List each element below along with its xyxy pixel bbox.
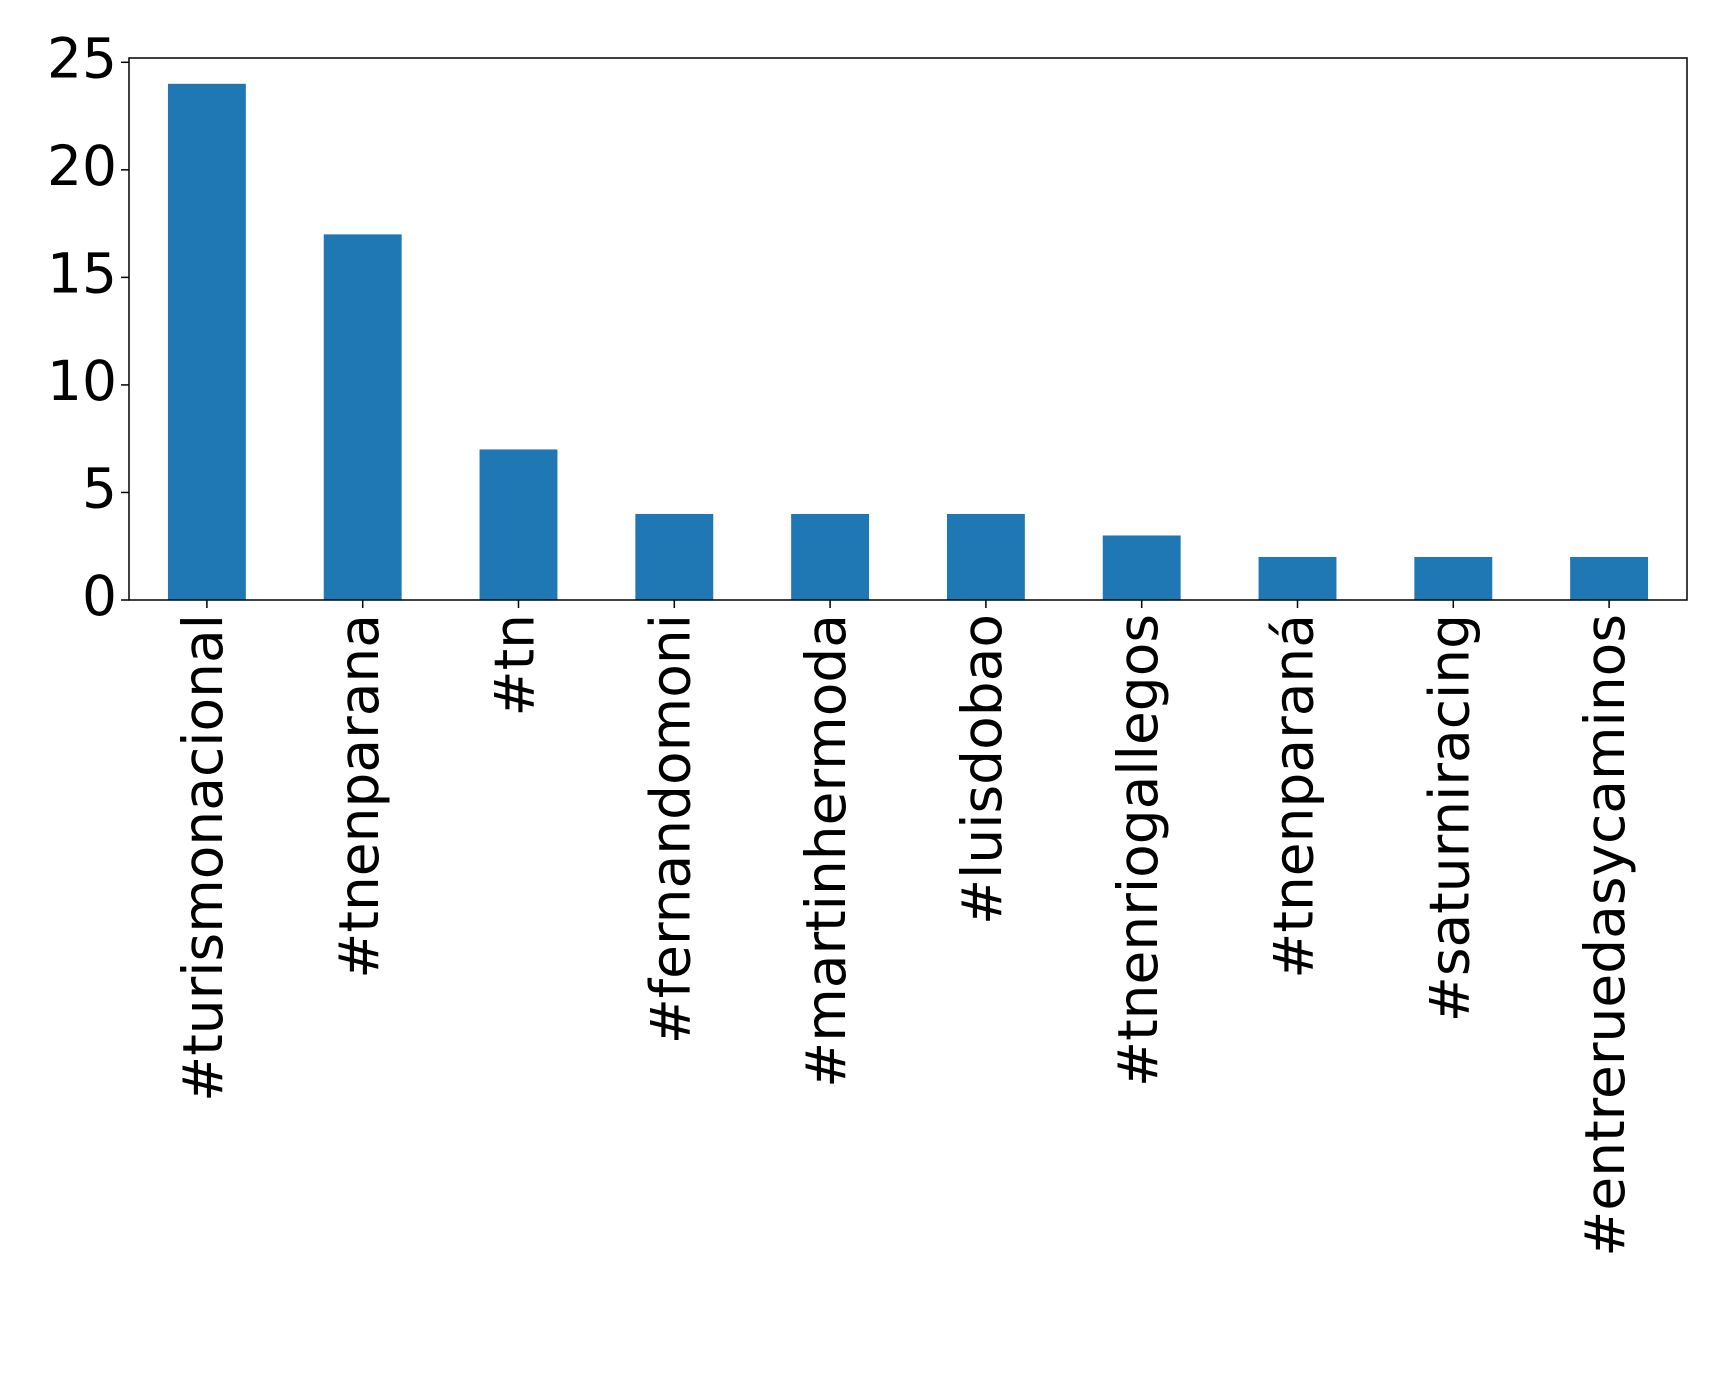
- bar: [323, 234, 402, 600]
- x-tick-label: #tnenparana: [327, 614, 391, 979]
- x-tick-label: #tnenriogallegos: [1106, 614, 1170, 1087]
- y-tick-label: 5: [82, 457, 117, 521]
- x-tick-label: #entreruedasycaminos: [1573, 614, 1637, 1257]
- bar: [479, 449, 558, 600]
- bar: [1414, 556, 1493, 600]
- y-tick-label: 20: [47, 134, 117, 198]
- bar: [635, 513, 714, 600]
- x-tick-label: #fernandomoni: [638, 614, 702, 1044]
- y-tick-label: 0: [82, 564, 117, 628]
- plot-frame: [128, 57, 1688, 601]
- bar: [1570, 556, 1649, 600]
- y-tick-label: 15: [47, 242, 117, 306]
- bar: [167, 83, 246, 601]
- bar: [791, 513, 870, 600]
- bar: [946, 513, 1025, 600]
- x-tick-label: #tnenparaná: [1262, 614, 1326, 979]
- x-tick-label: #martinhermoda: [794, 614, 858, 1088]
- x-tick-label: #turismonacional: [171, 614, 235, 1102]
- x-tick-label: #luisdobao: [950, 614, 1014, 925]
- y-tick-label: 25: [47, 26, 117, 90]
- x-tick-label: #tn: [483, 614, 547, 717]
- bar: [1258, 556, 1337, 600]
- y-tick-label: 10: [47, 349, 117, 413]
- x-tick-label: #saturniracing: [1417, 614, 1481, 1022]
- bar: [1102, 535, 1181, 600]
